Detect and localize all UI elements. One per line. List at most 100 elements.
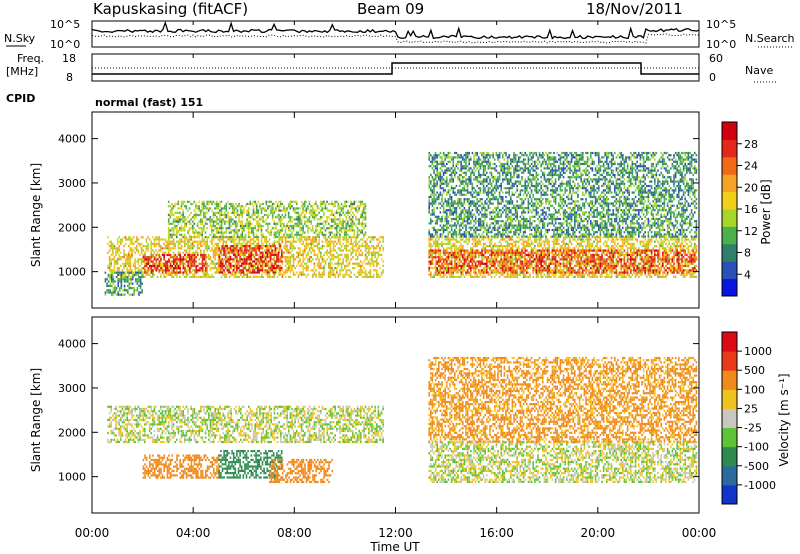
- power-cell: [251, 222, 253, 225]
- power-cell: [214, 233, 216, 236]
- power-cell: [537, 242, 539, 245]
- power-cell: [537, 245, 539, 248]
- power-cell: [172, 242, 175, 245]
- power-cell: [126, 256, 128, 259]
- power-cell: [566, 236, 568, 239]
- power-cell: [582, 256, 584, 259]
- power-cell: [458, 253, 461, 256]
- power-cell: [363, 211, 365, 214]
- power-cell: [323, 245, 325, 248]
- power-cell: [326, 220, 328, 223]
- power-cell: [136, 289, 139, 292]
- power-cell: [598, 267, 600, 270]
- power-cell: [339, 258, 341, 261]
- power-cell: [336, 269, 338, 272]
- power-cell: [450, 247, 453, 250]
- power-cell: [246, 227, 248, 230]
- power-cell: [313, 251, 316, 254]
- power-cell: [225, 227, 228, 230]
- power-cell: [120, 251, 122, 254]
- power-cell: [190, 258, 193, 261]
- power-cell: [289, 240, 292, 243]
- power-cell: [168, 240, 170, 243]
- power-cell: [195, 275, 197, 278]
- power-cell: [179, 220, 181, 223]
- power-cell: [206, 218, 208, 221]
- power-cell: [119, 293, 121, 296]
- power-cell: [500, 242, 502, 245]
- power-cell: [252, 242, 255, 245]
- power-cell: [340, 269, 343, 272]
- power-cell: [167, 227, 170, 230]
- power-cell: [215, 222, 218, 225]
- power-cell: [128, 278, 131, 281]
- power-cell: [209, 275, 212, 278]
- power-cell: [567, 273, 570, 276]
- power-cell: [110, 260, 112, 263]
- power-cell: [292, 236, 295, 239]
- power-cell: [288, 269, 290, 272]
- power-cell: [294, 200, 296, 203]
- power-cell: [471, 238, 474, 241]
- power-cell: [185, 238, 188, 241]
- power-cell: [291, 227, 293, 230]
- power-cell: [360, 249, 362, 252]
- power-cell: [224, 260, 227, 263]
- power-cell: [136, 282, 139, 285]
- power-cell: [243, 235, 245, 239]
- power-cell: [232, 240, 234, 243]
- power-cell: [465, 256, 467, 259]
- power-cell: [263, 220, 266, 223]
- power-cell: [339, 229, 341, 232]
- power-cell: [160, 269, 162, 272]
- power-cell: [129, 238, 132, 241]
- power-cell: [235, 211, 237, 214]
- power-cell: [296, 251, 298, 254]
- power-cell: [335, 231, 338, 234]
- power-cell: [188, 262, 191, 265]
- power-cell: [535, 240, 538, 243]
- power-cell: [230, 220, 232, 223]
- power-cell: [494, 251, 496, 254]
- power-cell: [227, 238, 229, 241]
- power-cell: [347, 224, 349, 228]
- power-cell: [158, 238, 160, 241]
- power-cell: [454, 245, 456, 248]
- power-cell: [267, 275, 269, 278]
- power-cell: [209, 220, 212, 223]
- power-cell: [294, 209, 296, 212]
- power-cell: [173, 269, 175, 272]
- power-cell: [369, 236, 372, 239]
- power-cell: [174, 262, 176, 265]
- power-cell: [217, 242, 220, 245]
- power-cell: [614, 242, 616, 245]
- power-cell: [172, 205, 175, 208]
- power-cell: [342, 218, 344, 221]
- power-cell: [604, 269, 606, 272]
- power-cell: [246, 242, 248, 245]
- power-cell: [527, 238, 530, 241]
- power-cell: [208, 245, 210, 248]
- power-cell: [601, 251, 603, 254]
- power-cell: [212, 245, 215, 248]
- power-cell: [556, 236, 558, 239]
- power-cell: [167, 229, 170, 232]
- power-cell: [193, 253, 196, 257]
- power-cell: [233, 229, 236, 232]
- power-cell: [630, 264, 632, 267]
- power-cell: [226, 258, 229, 261]
- power-cell: [111, 278, 113, 281]
- power-cell: [252, 211, 255, 214]
- power-cell: [222, 235, 224, 239]
- power-cell: [280, 247, 282, 250]
- power-cell: [268, 275, 271, 278]
- power-cell: [168, 247, 170, 250]
- power-cell: [564, 236, 566, 239]
- power-cell: [434, 245, 437, 248]
- power-cell: [123, 267, 125, 270]
- power-cell: [328, 273, 330, 276]
- power-cell: [191, 224, 194, 228]
- power-cell: [236, 231, 239, 234]
- power-cell: [554, 242, 557, 245]
- power-cell: [438, 247, 440, 250]
